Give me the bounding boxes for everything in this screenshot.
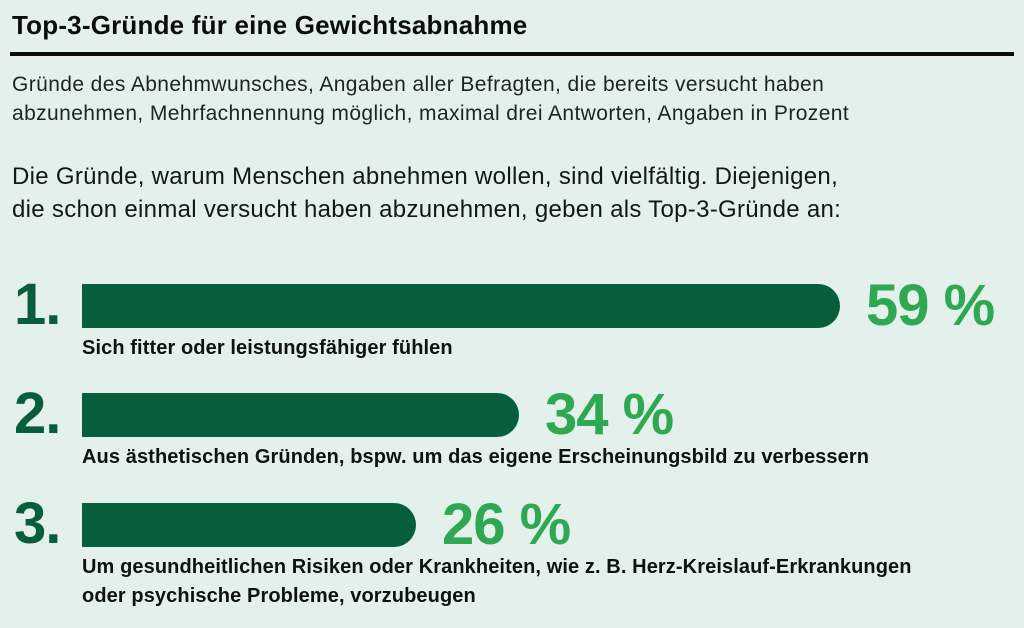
rank-label-3: 3. (14, 491, 61, 556)
chart-subtitle: Gründe des Abnehmwunsches, Angaben aller… (12, 70, 849, 128)
value-bar-3 (82, 503, 416, 547)
intro-text: Die Gründe, warum Menschen abnehmen woll… (12, 160, 841, 226)
bar-line-1: 59 % (82, 273, 995, 338)
intro-text-line-1: Die Gründe, warum Menschen abnehmen woll… (12, 163, 839, 190)
percent-value-2: 34 % (545, 382, 674, 447)
bar-category-label-1: Sich fitter oder leistungsfähiger fühlen (82, 334, 453, 363)
page-title: Top-3-Gründe für eine Gewichtsabnahme (12, 10, 528, 40)
bar-category-label-3-line-2: oder psychische Probleme, vorzubeugen (82, 585, 476, 607)
bar-line-2: 34 % (82, 382, 674, 447)
title-divider (10, 52, 1014, 56)
bar-category-label-3: Um gesundheitlichen Risiken oder Krankhe… (82, 553, 912, 611)
bar-category-label-1-line-1: Sich fitter oder leistungsfähiger fühlen (82, 337, 453, 359)
chart-subtitle-line-2: abzunehmen, Mehrfachnennung möglich, max… (12, 102, 850, 125)
percent-value-1: 59 % (866, 273, 995, 338)
rank-label-1: 1. (14, 272, 61, 337)
value-bar-1 (82, 284, 840, 328)
bar-line-3: 26 % (82, 492, 571, 557)
bar-category-label-3-line-1: Um gesundheitlichen Risiken oder Krankhe… (82, 556, 912, 578)
chart-subtitle-line-1: Gründe des Abnehmwunsches, Angaben aller… (12, 73, 825, 96)
bar-category-label-2-line-1: Aus ästhetischen Gründen, bspw. um das e… (82, 446, 870, 468)
percent-value-3: 26 % (442, 492, 571, 557)
bar-category-label-2: Aus ästhetischen Gründen, bspw. um das e… (82, 443, 869, 472)
rank-label-2: 2. (14, 381, 61, 446)
intro-text-line-2: die schon einmal versucht haben abzunehm… (12, 196, 842, 223)
value-bar-2 (82, 393, 519, 437)
